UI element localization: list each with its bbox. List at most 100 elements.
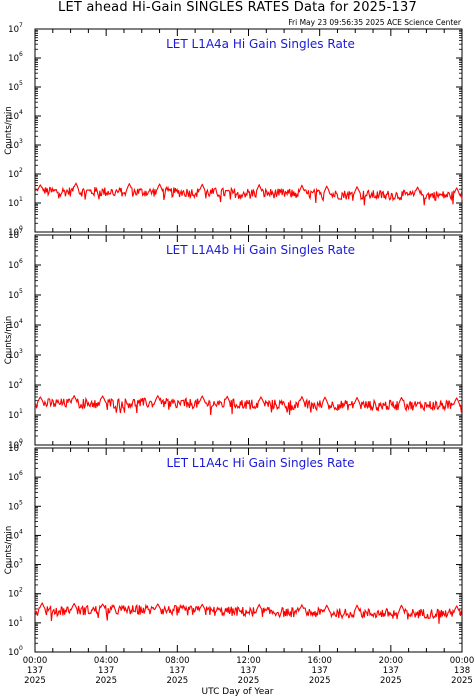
panel-title: LET L1A4a Hi Gain Singles Rate <box>166 37 355 51</box>
y-tick-exponent: 7 <box>19 441 23 448</box>
spike-point <box>201 395 203 397</box>
y-tick-label: 10 <box>8 54 19 64</box>
y-tick-exponent: 2 <box>19 378 23 385</box>
y-tick-exponent: 7 <box>19 22 23 29</box>
y-tick-exponent: 0 <box>19 225 23 232</box>
y-tick-label: 10 <box>8 561 19 571</box>
spike-point <box>201 183 203 185</box>
x-tick-year: 2025 <box>24 676 46 686</box>
spike-point <box>157 395 159 397</box>
x-tick-doy: 137 <box>240 666 256 676</box>
spike-point <box>75 182 77 184</box>
x-tick-doy: 137 <box>27 666 43 676</box>
spike-point <box>73 395 75 397</box>
spike-point <box>324 396 326 398</box>
spike-point <box>260 396 262 398</box>
x-axis-label: UTC Day of Year <box>201 687 274 697</box>
x-tick-year: 2025 <box>167 676 189 686</box>
plot-frame <box>34 447 463 653</box>
y-tick-label: 10 <box>8 502 19 512</box>
y-tick-label: 10 <box>8 411 19 421</box>
y-tick-label: 10 <box>8 351 19 361</box>
y-tick-exponent: 4 <box>19 318 23 325</box>
y-tick-label: 10 <box>8 231 19 241</box>
x-tick-time: 00:00 <box>23 656 48 666</box>
spike-point <box>158 183 161 185</box>
series-line <box>34 182 463 206</box>
y-tick-label: 10 <box>8 590 19 600</box>
x-tick-doy: 137 <box>169 666 185 676</box>
spike-point <box>102 395 104 397</box>
spike-point <box>41 602 43 604</box>
spike-point <box>258 184 260 186</box>
y-tick-exponent: 3 <box>19 558 23 565</box>
y-tick-exponent: 2 <box>19 587 23 594</box>
y-axis-label: Counts/min <box>4 106 14 155</box>
spike-point <box>201 603 203 605</box>
y-tick-label: 10 <box>8 25 19 35</box>
y-tick-exponent: 3 <box>19 348 23 355</box>
plot-frame <box>34 28 463 233</box>
y-tick-label: 10 <box>8 291 19 301</box>
spike-point <box>356 397 358 399</box>
x-tick-labels: 00:00137202504:00137202508:00137202512:0… <box>23 656 475 686</box>
spike-point <box>301 396 303 398</box>
x-tick-time: 12:00 <box>236 656 261 666</box>
series-line <box>34 602 463 624</box>
y-tick-exponent: 1 <box>19 616 23 623</box>
y-tick-label: 10 <box>8 83 19 93</box>
y-tick-label: 10 <box>8 619 19 629</box>
y-tick-exponent: 6 <box>19 470 23 477</box>
x-tick-year: 2025 <box>451 676 473 686</box>
y-tick-label: 10 <box>8 648 19 658</box>
x-tick-time: 20:00 <box>379 656 404 666</box>
x-tick-doy: 137 <box>383 666 399 676</box>
panel-title: LET L1A4b Hi Gain Singles Rate <box>166 243 355 257</box>
y-tick-label: 10 <box>8 228 19 238</box>
spike-point <box>356 186 358 188</box>
y-tick-exponent: 2 <box>19 167 23 174</box>
spike-point <box>400 604 403 606</box>
spike-point <box>400 397 403 399</box>
spike-point <box>102 603 104 605</box>
series-line <box>34 395 463 416</box>
y-tick-exponent: 5 <box>19 288 23 295</box>
x-tick-year: 2025 <box>309 676 331 686</box>
x-tick-year: 2025 <box>380 676 402 686</box>
spike-point <box>326 185 328 187</box>
y-tick-label: 10 <box>8 473 19 483</box>
y-axis-label: Counts/min <box>4 316 14 365</box>
x-tick-time: 04:00 <box>94 656 119 666</box>
spike-point <box>157 603 159 605</box>
spike-point <box>301 604 303 606</box>
x-tick-doy: 137 <box>312 666 328 676</box>
y-tick-exponent: 6 <box>19 51 23 58</box>
x-tick-time: 16:00 <box>307 656 332 666</box>
y-axis-label: Counts/min <box>4 526 14 575</box>
y-tick-label: 10 <box>8 170 19 180</box>
y-tick-exponent: 5 <box>19 499 23 506</box>
y-tick-exponent: 3 <box>19 138 23 145</box>
spike-point <box>128 183 130 185</box>
x-tick-doy: 137 <box>98 666 114 676</box>
y-tick-exponent: 6 <box>19 258 23 265</box>
y-tick-exponent: 0 <box>19 645 23 652</box>
y-tick-label: 10 <box>8 141 19 151</box>
generation-timestamp: Fri May 23 09:56:35 2025 ACE Science Cen… <box>288 18 461 27</box>
y-tick-label: 10 <box>8 531 19 541</box>
y-tick-exponent: 4 <box>19 528 23 535</box>
x-tick-time: 00:00 <box>450 656 475 666</box>
y-tick-exponent: 5 <box>19 80 23 87</box>
y-tick-label: 10 <box>8 261 19 271</box>
y-tick-label: 10 <box>8 444 19 454</box>
spike-point <box>258 604 260 606</box>
y-tick-exponent: 7 <box>19 228 23 235</box>
y-tick-exponent: 0 <box>19 438 23 445</box>
spike-point <box>356 604 358 606</box>
spike-point <box>456 187 458 189</box>
spike-point <box>301 184 303 187</box>
y-tick-label: 10 <box>8 381 19 391</box>
